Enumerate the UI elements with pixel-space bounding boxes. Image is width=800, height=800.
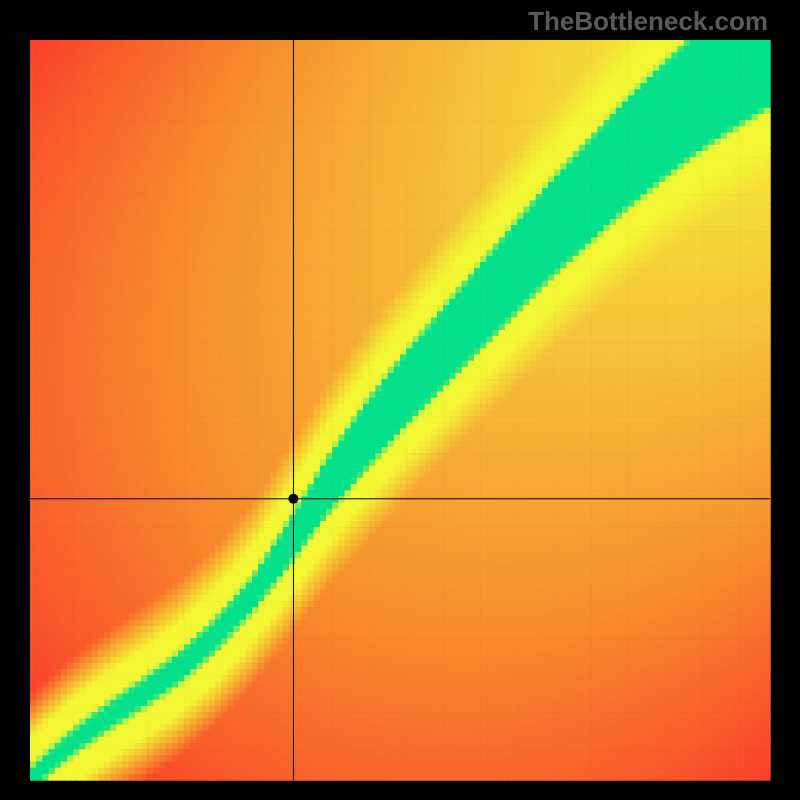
watermark-text: TheBottleneck.com xyxy=(528,6,768,37)
chart-container: TheBottleneck.com xyxy=(0,0,800,800)
bottleneck-heatmap-canvas xyxy=(0,0,800,800)
